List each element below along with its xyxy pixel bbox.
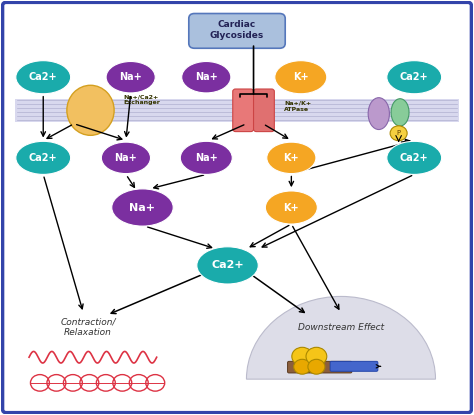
Text: Ca2+: Ca2+ [29, 72, 57, 82]
Ellipse shape [77, 105, 103, 115]
Text: ↑: ↑ [110, 201, 120, 214]
Text: Ca2+: Ca2+ [400, 72, 428, 82]
Circle shape [308, 359, 325, 374]
Ellipse shape [16, 61, 71, 94]
FancyBboxPatch shape [189, 14, 285, 48]
Text: Ca2+: Ca2+ [29, 153, 57, 163]
FancyBboxPatch shape [330, 361, 378, 371]
Ellipse shape [67, 85, 114, 135]
Circle shape [292, 347, 313, 366]
Ellipse shape [265, 191, 318, 224]
Ellipse shape [387, 142, 442, 174]
Ellipse shape [387, 61, 442, 94]
Text: K+: K+ [293, 72, 309, 82]
Text: Downstream Effect: Downstream Effect [298, 323, 384, 332]
Ellipse shape [391, 99, 409, 126]
Text: Na+/Ca2+
Exchanger: Na+/Ca2+ Exchanger [124, 95, 160, 105]
Text: Na+: Na+ [195, 72, 218, 82]
Text: K+: K+ [283, 203, 299, 212]
Text: Ca2+: Ca2+ [211, 260, 244, 271]
Text: Na+: Na+ [195, 153, 218, 163]
Text: Na+: Na+ [115, 153, 137, 163]
Text: Cardiac
Glycosides: Cardiac Glycosides [210, 20, 264, 40]
Ellipse shape [106, 61, 155, 93]
Text: ↓: ↓ [267, 201, 278, 214]
Text: K+: K+ [283, 153, 299, 163]
Ellipse shape [101, 142, 151, 173]
Ellipse shape [180, 142, 232, 174]
Ellipse shape [267, 142, 316, 173]
Circle shape [294, 359, 311, 374]
Text: Na+/K+
ATPase: Na+/K+ ATPase [284, 101, 311, 112]
Text: Na+: Na+ [129, 203, 155, 212]
Circle shape [390, 126, 407, 141]
Wedge shape [246, 296, 436, 379]
Ellipse shape [112, 189, 173, 226]
Circle shape [306, 347, 327, 366]
Text: Contraction/
Relaxation: Contraction/ Relaxation [60, 318, 116, 337]
FancyBboxPatch shape [254, 89, 274, 132]
FancyBboxPatch shape [15, 99, 459, 122]
Ellipse shape [197, 247, 258, 284]
Text: ↑: ↑ [202, 252, 213, 265]
Ellipse shape [275, 61, 327, 94]
Text: Na+: Na+ [119, 72, 142, 82]
Ellipse shape [368, 98, 390, 129]
Ellipse shape [182, 61, 231, 93]
FancyBboxPatch shape [288, 361, 352, 373]
Ellipse shape [16, 142, 71, 174]
Text: P: P [397, 130, 401, 136]
FancyBboxPatch shape [233, 89, 254, 132]
Text: Ca2+: Ca2+ [400, 153, 428, 163]
